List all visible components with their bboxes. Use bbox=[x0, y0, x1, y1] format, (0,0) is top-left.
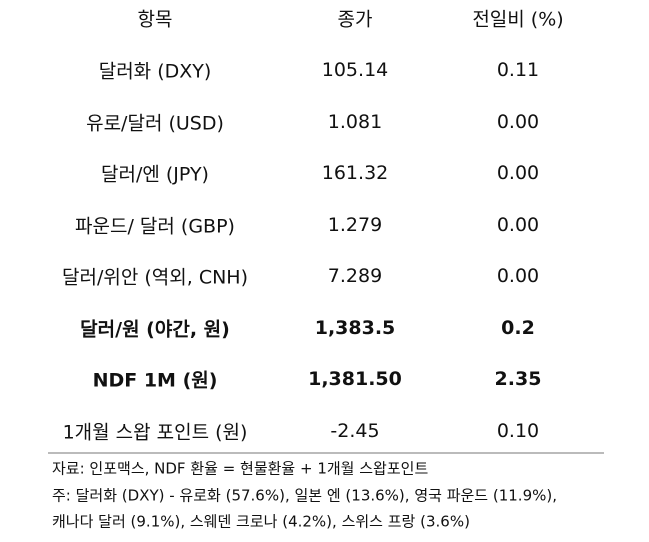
table-cell: 1개월 스왑 포인트 (원) bbox=[62, 421, 248, 443]
table-cell: 0.10 bbox=[496, 419, 540, 442]
table-cell: 달러화 (DXY) bbox=[98, 60, 212, 83]
table-cell: 161.32 bbox=[321, 162, 389, 184]
table-cell: 달러/위안 (역외, CNH) bbox=[62, 266, 248, 289]
table-cell: 1.081 bbox=[327, 110, 383, 133]
table-cell: NDF 1M (원) bbox=[92, 369, 218, 392]
table-cell: 105.14 bbox=[321, 59, 389, 81]
table-cell: -2.45 bbox=[330, 419, 380, 442]
footnote: 자료: 인포맥스, NDF 환율 = 현물환율 + 1개월 스왑포인트 bbox=[52, 459, 429, 478]
table-cell: 0.00 bbox=[496, 162, 540, 184]
table-cell: 1,381.50 bbox=[308, 368, 402, 390]
header-cell: 항목 bbox=[137, 8, 173, 31]
table-cell: 0.11 bbox=[496, 59, 540, 81]
table-cell: 1.279 bbox=[327, 213, 383, 236]
table-cell: 0.00 bbox=[496, 265, 540, 287]
table-cell: 1,383.5 bbox=[314, 316, 396, 339]
footnote: 주: 달러화 (DXY) - 유로화 (57.6%), 일본 엔 (13.6%)… bbox=[52, 486, 557, 505]
header-cell: 종가 bbox=[337, 8, 373, 31]
table-cell: 달러/원 (야간, 원) bbox=[80, 318, 230, 340]
table-cell: 0.00 bbox=[496, 110, 540, 133]
table-cell: 파운드/ 달러 (GBP) bbox=[75, 215, 235, 237]
header-cell: 전일비 (%) bbox=[472, 8, 564, 31]
table-cell: 0.00 bbox=[496, 213, 540, 236]
table-rule bbox=[48, 452, 604, 454]
table-cell: 7.289 bbox=[327, 265, 383, 287]
table-cell: 달러/엔 (JPY) bbox=[101, 163, 209, 186]
table-cell: 유로/달러 (USD) bbox=[86, 112, 224, 134]
footnote: 캐나다 달러 (9.1%), 스웨덴 크로나 (4.2%), 스위스 프랑 (3… bbox=[52, 512, 470, 531]
table-cell: 2.35 bbox=[494, 368, 542, 390]
table-cell: 0.2 bbox=[501, 316, 535, 339]
